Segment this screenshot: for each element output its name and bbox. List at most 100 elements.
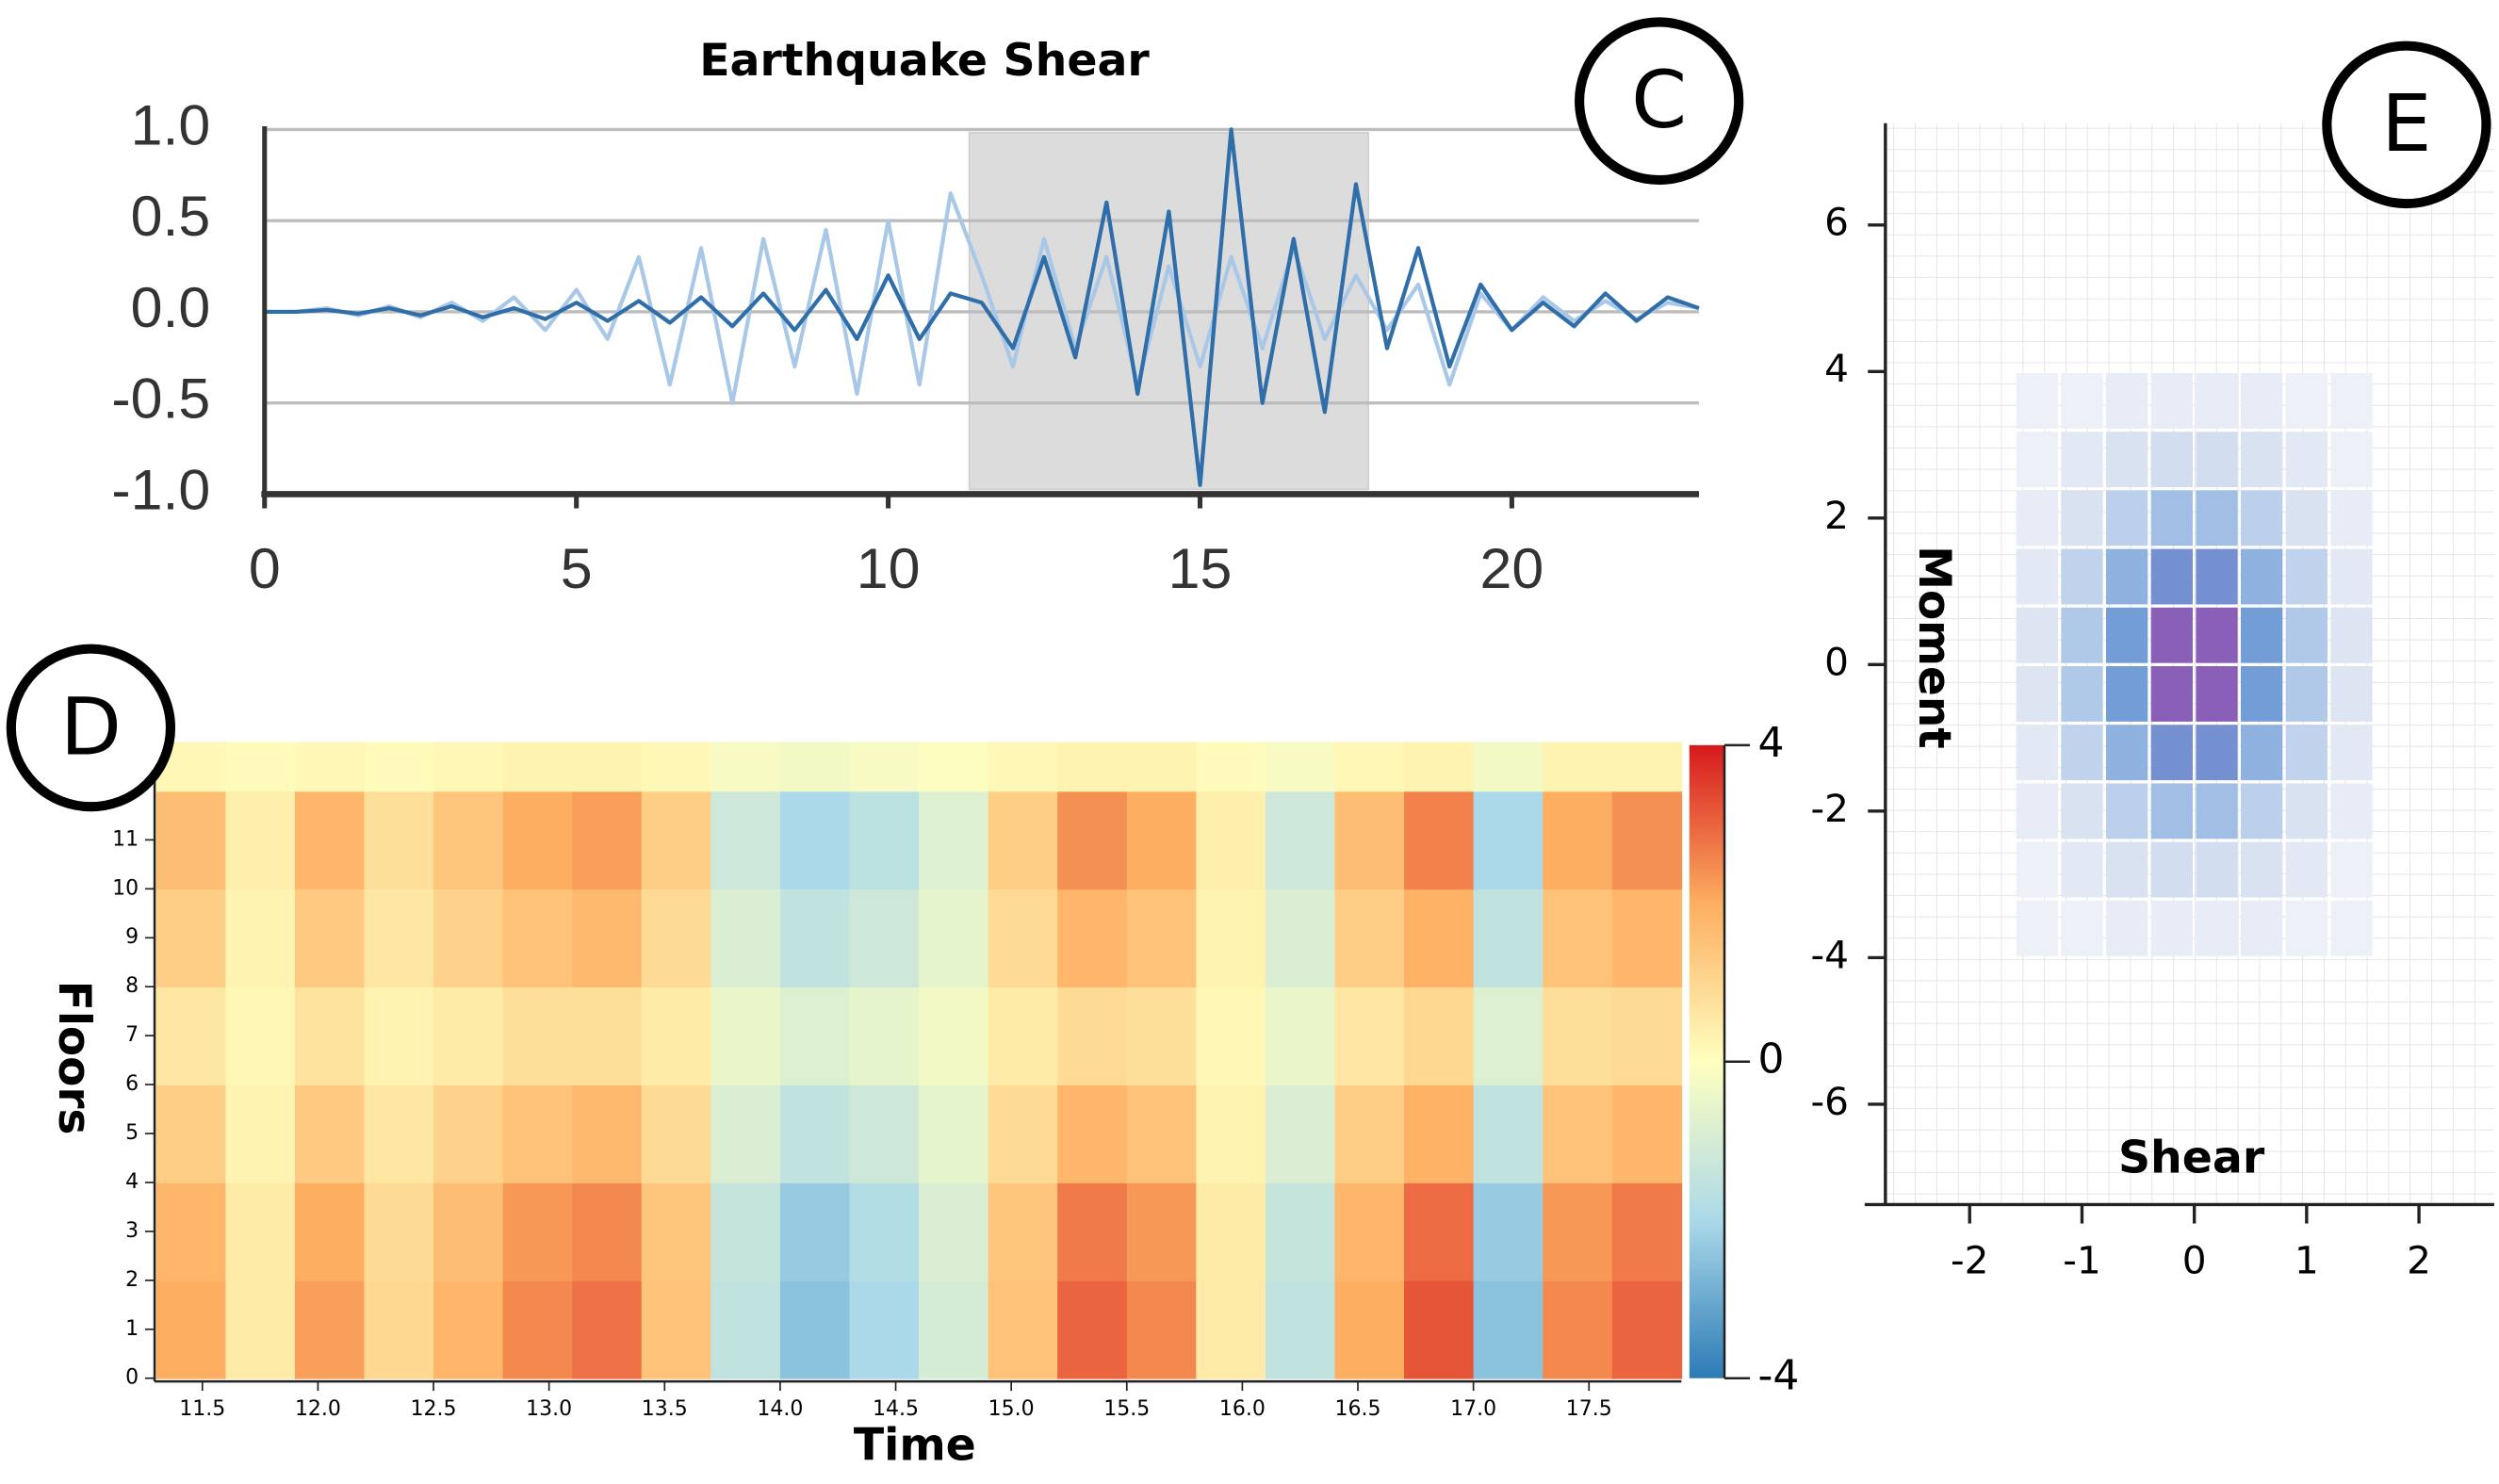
y-tick-label: 0.5 [131,184,211,248]
heat-cell [1334,889,1405,988]
hist-cell [2061,372,2103,429]
heat-cell [502,742,574,792]
panel-badge [6,644,176,812]
hist-cell [2285,725,2328,781]
heat-cell [1057,889,1128,988]
heat-cell [1473,1280,1544,1379]
heat-cell [155,791,227,890]
heat-cell [364,987,434,1085]
hist-cell [2241,548,2283,605]
heat-cell [433,742,504,792]
heat-cell [849,1182,920,1281]
hist-cell [2105,783,2148,840]
heat-cell [1404,889,1475,988]
hist-cell [2150,548,2193,605]
x-tick-label: 11.5 [179,1397,225,1421]
hist-cell [2016,548,2058,605]
heat-cell [433,1084,504,1183]
heat-cell [779,1280,851,1379]
hist-cell [2330,841,2373,898]
heat-cell [1057,1182,1128,1281]
hist-cell [2150,783,2193,840]
heat-cell [1404,1084,1475,1183]
heat-cell [572,791,643,890]
heat-cell [1126,1280,1198,1379]
heat-cell [1473,1084,1544,1183]
heat-cell [1543,889,1613,988]
heat-cell [502,791,574,890]
heat-cell [1611,1280,1683,1379]
y-tick-label: 2 [125,1268,139,1292]
heat-cell [1196,889,1266,988]
heat-cell [1126,791,1198,890]
y-tick-label: 4 [1824,346,1849,391]
hist-cell [2061,725,2103,781]
hist-cell [2196,725,2238,781]
heat-cell [572,987,643,1085]
heat-cell [1611,987,1683,1085]
y-tick-label: 8 [125,974,139,998]
heat-cell [572,1280,643,1379]
heat-cell [1057,1084,1128,1183]
heat-cell [1265,791,1336,890]
panel-label: C [1631,54,1687,146]
hist-cell [2016,666,2058,722]
y-tick-label: -0.5 [111,367,210,431]
hist-cell [2285,900,2328,956]
x-tick-label: 2 [2407,1238,2431,1283]
colorbar-tick-label: 4 [1758,719,1785,767]
hist-cell [2196,783,2238,840]
colorbar-tick-label: 0 [1758,1036,1785,1084]
hist-cell [2330,607,2373,663]
hist-cell [2105,490,2148,546]
heat-cell [1543,791,1613,890]
heat-cell [1334,1084,1405,1183]
hist-cell [2150,841,2193,898]
hist-cell [2285,841,2328,898]
heat-cell [1196,1182,1266,1281]
heat-cell [433,1182,504,1281]
y-tick-label: 2 [1824,493,1849,538]
heat-cell [572,1182,643,1281]
x-tick-label: 15.0 [988,1397,1035,1421]
heat-cell [225,1182,296,1281]
hist-cell [2016,725,2058,781]
data-line [264,127,1700,487]
hist-cell [2241,900,2283,956]
heat-cell [225,987,296,1085]
hist-cell [2330,548,2373,605]
heat-cell [1057,742,1128,792]
hist-cell [2285,432,2328,488]
hist-cell [2105,607,2148,663]
colorbar [1689,744,1725,1378]
heat-cell [294,742,366,792]
x-tick-label: 5 [561,536,593,600]
heat-cell [1611,1182,1683,1281]
x-tick-label: 13.0 [526,1397,572,1421]
hist-cell [2061,666,2103,722]
heat-cell [1473,1182,1544,1281]
heat-cell [1196,987,1266,1085]
hist-cell [2150,432,2193,488]
heat-cell [988,791,1059,890]
hist-cell [2150,900,2193,956]
heat-cell [988,742,1059,792]
chart-title: Earthquake Shear [699,35,1150,87]
hist-cell [2196,900,2238,956]
hist-cell [2061,490,2103,546]
heat-cell [710,1182,781,1281]
panel-label: D [60,681,122,774]
y-tick-label: -1.0 [111,458,210,522]
heat-cell [1473,889,1544,988]
x-tick-label: 1 [2295,1238,2319,1283]
x-axis-label: Shear [2118,1133,2265,1184]
heat-cell [1057,987,1128,1085]
heat-cell [1404,987,1475,1085]
y-axis-label: Moment [1908,546,1960,748]
hist-cell [2241,841,2283,898]
heat-cell [849,791,920,890]
heat-cell [225,1280,296,1379]
y-tick-label: 0 [1824,639,1849,684]
hist-cell [2330,783,2373,840]
